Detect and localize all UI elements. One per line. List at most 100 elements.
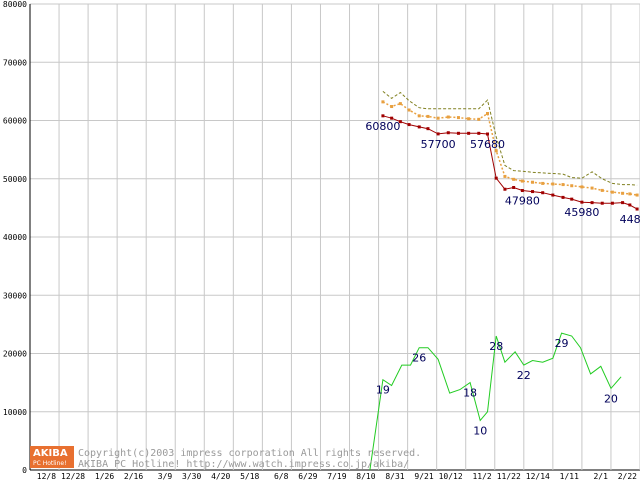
series-2-point [628, 192, 632, 196]
series-1-point [621, 201, 625, 205]
series-2-point [570, 184, 574, 188]
series-2-point [635, 193, 639, 197]
series-2-point [407, 108, 411, 112]
x-tick-label: 1/11 [560, 472, 579, 480]
y-tick-label: 60000 [3, 117, 27, 126]
x-tick-label: 10/12 [439, 472, 463, 480]
series-2-point [467, 117, 471, 121]
x-tick-label: 1/26 [95, 472, 114, 480]
chart-grid [29, 3, 640, 471]
data-label: 57680 [470, 138, 505, 151]
series-1-point [541, 191, 545, 195]
logo-bottom-text: PC Hotline! [33, 460, 66, 467]
x-tick-label: 12/14 [526, 472, 550, 480]
series-2-point [531, 180, 535, 184]
logo-top-text: AKIBA [33, 448, 68, 459]
series-1-point [494, 176, 498, 180]
series-1-point [486, 132, 489, 136]
series-layer [369, 91, 639, 471]
x-tick-label: 12/8 [37, 472, 56, 480]
series-2-point [477, 117, 481, 121]
series-line-2 [382, 101, 638, 196]
series-2-point [621, 191, 625, 195]
x-tick-label: 9/21 [414, 472, 433, 480]
data-label: 26 [412, 352, 426, 365]
watermark: AKIBA PC Hotline! Copyright(c)2003 impre… [30, 446, 421, 470]
series-1-point [467, 131, 471, 135]
data-labels: 60800 57700 57680 47980 45980 44800 19 26 18 10 28… [365, 120, 640, 438]
x-tick-label: 8/31 [385, 472, 404, 480]
series-line-4 [369, 332, 622, 471]
data-label: 19 [376, 384, 390, 397]
series-1-point [561, 195, 565, 199]
series-1-point [503, 187, 507, 191]
series-1-point [520, 189, 524, 193]
x-tick-label: 11/2 [472, 472, 491, 480]
series-2-point [503, 174, 507, 178]
y-tick-label: 80000 [3, 0, 27, 9]
x-tick-label: 5/18 [240, 472, 259, 480]
data-label: 28 [489, 340, 503, 353]
data-label: 57700 [421, 138, 456, 151]
series-2-point [417, 114, 421, 118]
series-line-3 [382, 91, 638, 186]
x-axis: 12/8 12/28 1/26 2/16 3/9 3/30 4/20 5/18 6/8 6/29 7… [37, 472, 637, 480]
series-1-point [610, 201, 614, 205]
x-tick-label: 2/22 [618, 472, 637, 480]
y-tick-label: 70000 [3, 58, 27, 67]
y-tick-label: 10000 [3, 408, 27, 417]
series-1-point [381, 114, 385, 118]
series-2-point [580, 185, 584, 189]
series-2-point [398, 102, 402, 106]
series-2-point [512, 177, 516, 181]
series-1-point [628, 203, 632, 207]
series-2-point [561, 183, 565, 187]
series-2-point [446, 115, 450, 119]
copyright-line-1: Copyright(c)2003 impress corporation All… [78, 448, 421, 459]
data-label: 18 [463, 387, 477, 400]
x-tick-label: 7/19 [327, 472, 346, 480]
series-2-point [551, 182, 555, 186]
series-1-point [600, 201, 604, 205]
data-label: 44800 [620, 213, 640, 226]
data-label: 47980 [505, 195, 540, 208]
series-1-point [456, 131, 460, 135]
data-label: 29 [555, 337, 569, 350]
x-tick-label: 2/1 [593, 472, 608, 480]
y-tick-label: 50000 [3, 175, 27, 184]
x-tick-label: 8/10 [356, 472, 375, 480]
x-tick-label: 2/16 [124, 472, 143, 480]
data-label: 10 [473, 424, 487, 437]
x-tick-label: 3/30 [182, 472, 201, 480]
series-2-point [494, 149, 498, 153]
series-2-point [381, 100, 385, 104]
x-tick-label: 3/9 [158, 472, 173, 480]
series-2-point [610, 190, 614, 194]
y-tick-label: 30000 [3, 291, 27, 300]
x-tick-label: 4/20 [211, 472, 230, 480]
series-2-point [520, 179, 524, 183]
series-1-point [580, 200, 584, 204]
series-1-point [436, 132, 440, 136]
series-2-point [436, 116, 440, 120]
copyright-line-2: AKIBA PC Hotline! http://www.watch.impre… [78, 459, 409, 470]
series-2-point [426, 114, 430, 118]
series-1-point [635, 207, 639, 211]
x-tick-label: 6/8 [274, 472, 289, 480]
series-2-point [486, 112, 489, 116]
series-1-point [426, 127, 430, 131]
series-1-point [398, 120, 402, 124]
series-1-point [570, 197, 574, 201]
series-1-point [477, 131, 481, 135]
series-1-point [512, 185, 516, 189]
series-1-point [590, 201, 594, 205]
series-1-point [446, 131, 450, 135]
data-label: 20 [604, 392, 618, 405]
data-label: 60800 [365, 120, 400, 133]
data-label: 45980 [564, 206, 599, 219]
data-label: 22 [517, 369, 531, 382]
series-2-point [541, 181, 545, 185]
series-2-point [590, 186, 594, 190]
x-tick-label: 6/29 [298, 472, 317, 480]
